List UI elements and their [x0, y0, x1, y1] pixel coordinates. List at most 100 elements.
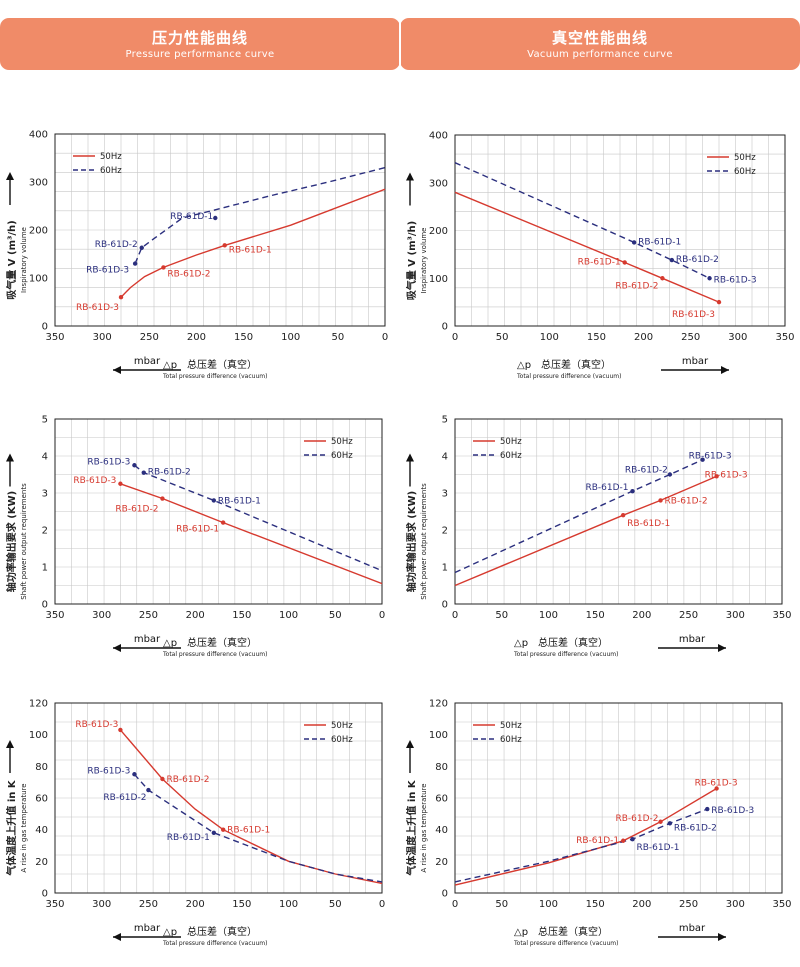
plot-frame: [454, 134, 786, 327]
grid-lines: [455, 419, 782, 604]
header-banner: [0, 18, 800, 70]
grid-lines: [55, 703, 382, 893]
point-marker: [220, 827, 226, 832]
y-axis-arrowhead: [406, 172, 414, 181]
x-tick-label: 150: [587, 332, 606, 343]
y-tick-label: 100: [429, 274, 448, 285]
y-tick-label: 5: [42, 415, 48, 426]
x-tick-label: 350: [45, 610, 64, 621]
point-label: RB-61D-2: [103, 793, 146, 803]
x-tick-label: 150: [234, 332, 253, 343]
point-marker: [631, 240, 637, 245]
point-label: RB-61D-3: [672, 310, 715, 320]
legend-label: 50Hz: [331, 437, 353, 447]
x-tick-label: 300: [93, 332, 112, 343]
x-axis-label-en: Total pressure difference (vacuum): [162, 651, 267, 658]
series-line-50hz: [454, 475, 717, 587]
x-tick-label: 350: [772, 610, 791, 621]
point-marker: [211, 830, 217, 836]
y-axis-arrowhead: [6, 740, 14, 748]
y-axis-arrowhead: [6, 453, 14, 462]
x-axis-label-cn: 总压差（真空）: [538, 636, 608, 649]
x-axis-label-cn: 总压差（真空）: [541, 358, 611, 371]
x-axis-label-en: Total pressure difference (vacuum): [513, 940, 618, 947]
point-label: RB-61D-2: [615, 281, 658, 291]
x-tick-label: 350: [45, 899, 64, 910]
y-axis-label-en: Inspiratory volume: [20, 227, 28, 293]
plot-frame: [54, 418, 383, 605]
grid-lines: [55, 134, 385, 326]
point-label: RB-61D-1: [176, 525, 219, 535]
x-axis-label-cn: 总压差（真空）: [187, 636, 257, 649]
point-marker: [716, 299, 722, 305]
point-label: RB-61D-1: [218, 496, 261, 506]
y-axis-label: 吸气量 V (m³/h) Inspiratory volume: [405, 221, 428, 300]
x-tick-label: 100: [279, 610, 298, 621]
series-line-50hz: [120, 483, 383, 585]
point-label: RB-61D-1: [229, 245, 272, 255]
y-axis-label: 吸气量 V (m³/h) Inspiratory volume: [5, 220, 28, 299]
legend-label: 60Hz: [100, 166, 122, 176]
point-marker: [658, 819, 663, 824]
point-label: RB-61D-3: [714, 275, 757, 285]
point-label: RB-61D-3: [87, 766, 130, 776]
x-unit-label: mbar: [679, 634, 706, 645]
point-label: RB-61D-2: [167, 269, 210, 279]
point-label: RB-61D-3: [689, 452, 732, 462]
point-marker: [118, 727, 123, 733]
point-label: RB-61D-3: [711, 806, 754, 816]
x-tick-label: 50: [329, 610, 342, 621]
x-tick-label: 0: [452, 899, 458, 910]
plot-frame: [454, 418, 783, 605]
series-line-60hz: [454, 459, 703, 574]
y-tick-label: 0: [42, 889, 48, 900]
banner-left: [0, 18, 400, 70]
point-marker: [146, 787, 151, 793]
y-tick-label: 2: [42, 526, 48, 537]
point-label: RB-61D-1: [167, 833, 210, 843]
legend-label: 50Hz: [500, 721, 522, 731]
y-tick-label: 200: [429, 226, 448, 237]
x-axis-delta: △p: [163, 360, 177, 371]
x-tick-label: 250: [679, 610, 698, 621]
legend-label: 50Hz: [100, 152, 122, 162]
point-label: RB-61D-3: [87, 457, 130, 467]
point-marker: [620, 838, 626, 843]
y-tick-label: 0: [42, 322, 48, 333]
y-axis-arrowhead: [406, 740, 414, 748]
pressure-header-title: 压力性能曲线: [151, 29, 248, 47]
point-label: RB-61D-1: [170, 212, 213, 222]
point-label: RB-61D-2: [665, 496, 708, 506]
point-label: RB-61D-3: [695, 779, 738, 789]
x-tick-label: 300: [92, 899, 111, 910]
y-tick-label: 3: [42, 489, 48, 500]
point-label: RB-61D-3: [73, 476, 116, 486]
y-tick-label: 1: [42, 563, 48, 574]
y-tick-label: 0: [42, 600, 48, 611]
x-tick-label: 250: [139, 610, 158, 621]
x-tick-label: 100: [539, 610, 558, 621]
y-axis-label-cn: 气体温度上升值 in K: [5, 779, 18, 877]
y-axis-label-en: A rise in gas temperature: [20, 783, 28, 872]
x-tick-label: 100: [281, 332, 300, 343]
point-marker: [707, 276, 712, 281]
x-axis-arrowhead: [113, 644, 121, 652]
banner-right: [400, 18, 800, 70]
y-axis-label-cn: 吸气量 V (m³/h): [405, 221, 418, 300]
x-tick-label: 300: [728, 332, 747, 343]
y-tick-label: 120: [429, 699, 448, 710]
point-marker: [705, 806, 710, 812]
legend-label: 60Hz: [500, 451, 522, 461]
point-label: RB-61D-3: [76, 303, 119, 313]
y-axis-label-en: A rise in gas temperature: [420, 783, 428, 872]
chart-vacuum-temperature: 0 50 100 150 200 250 300 350 0 20 40 60 80 100 120 RB-6…: [405, 699, 792, 948]
y-tick-label: 1: [442, 563, 448, 574]
x-tick-label: 0: [452, 332, 458, 343]
series-line-60hz: [133, 464, 383, 572]
y-tick-label: 20: [35, 857, 48, 868]
x-tick-label: 250: [681, 332, 700, 343]
x-axis-delta: △p: [163, 638, 177, 649]
point-marker: [667, 821, 673, 826]
y-tick-label: 100: [29, 274, 48, 285]
